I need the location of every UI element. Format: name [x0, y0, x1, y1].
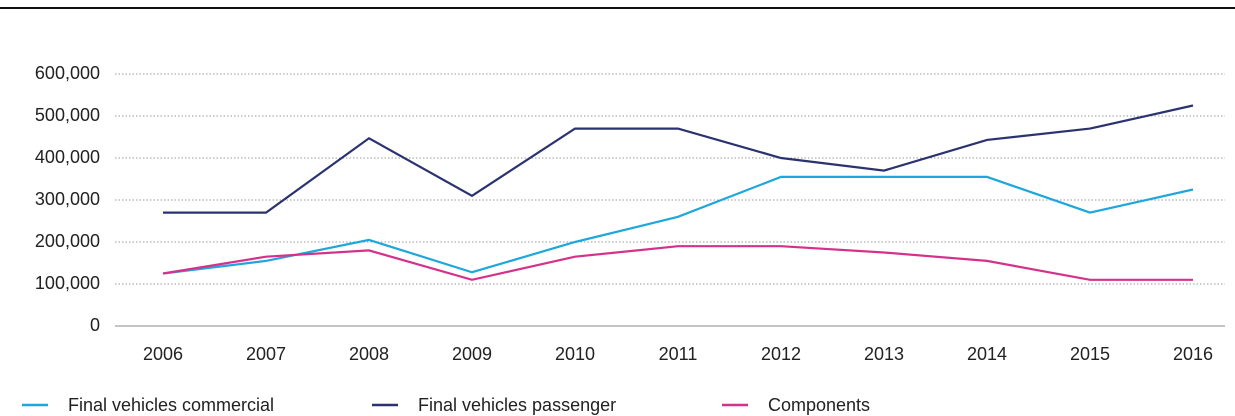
- x-tick-label: 2013: [864, 344, 904, 364]
- y-tick-label: 600,000: [35, 63, 100, 83]
- y-tick-label: 300,000: [35, 189, 100, 209]
- x-tick-label: 2015: [1070, 344, 1110, 364]
- x-tick-label: 2014: [967, 344, 1007, 364]
- y-tick-label: 200,000: [35, 231, 100, 251]
- legend-label: Final vehicles commercial: [68, 395, 274, 415]
- legend-label: Final vehicles passenger: [418, 395, 616, 415]
- y-tick-label: 100,000: [35, 273, 100, 293]
- x-tick-label: 2016: [1173, 344, 1213, 364]
- y-tick-label: 400,000: [35, 147, 100, 167]
- x-tick-label: 2010: [555, 344, 595, 364]
- series-line: [163, 104, 1194, 214]
- x-tick-label: 2007: [246, 344, 286, 364]
- x-tick-label: 2008: [349, 344, 389, 364]
- legend-label: Components: [768, 395, 870, 415]
- x-tick-label: 2009: [452, 344, 492, 364]
- series-line: [162, 245, 1193, 281]
- y-tick-label: 500,000: [35, 105, 100, 125]
- series-line: [162, 175, 1194, 275]
- x-tick-label: 2012: [761, 344, 801, 364]
- x-tick-label: 2006: [143, 344, 183, 364]
- x-tick-label: 2011: [659, 344, 698, 364]
- y-tick-label: 0: [90, 315, 100, 335]
